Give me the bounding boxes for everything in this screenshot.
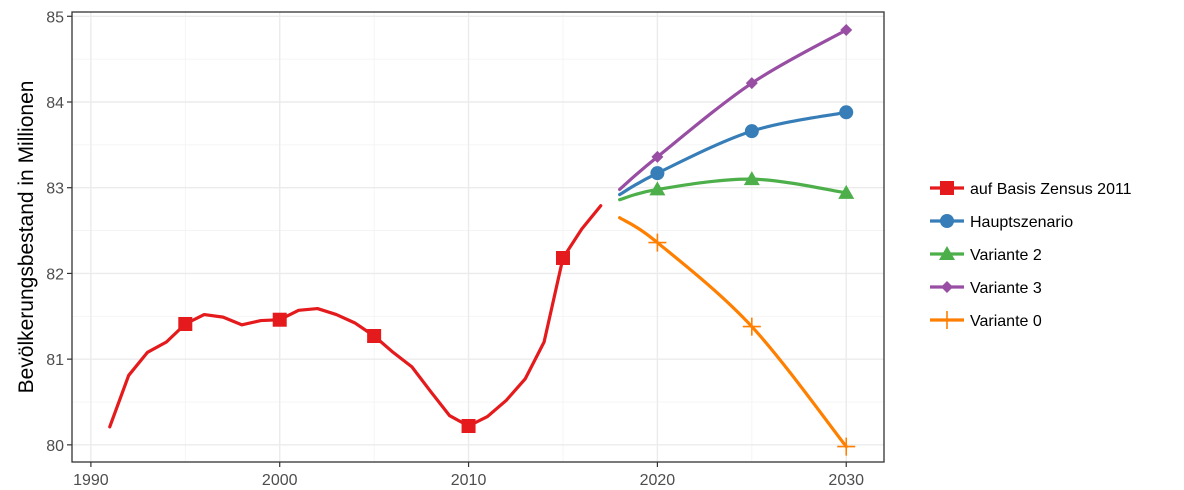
data-point-2 bbox=[743, 171, 760, 186]
series-line-1 bbox=[618, 110, 848, 197]
legend-key-marker bbox=[939, 246, 955, 260]
plot-border bbox=[71, 11, 885, 463]
y-tick-label: 81 bbox=[46, 352, 64, 369]
y-tick-label: 83 bbox=[46, 181, 64, 198]
legend-key-marker bbox=[940, 181, 954, 195]
data-point-3 bbox=[651, 150, 664, 163]
data-point-0 bbox=[178, 317, 193, 331]
legend-label: Variante 3 bbox=[970, 280, 1042, 297]
data-point-4 bbox=[742, 317, 761, 336]
legend: auf Basis Zensus 2011 Hauptszenario Varian… bbox=[930, 181, 1132, 330]
data-point-0 bbox=[272, 312, 287, 327]
legend-label: auf Basis Zensus 2011 bbox=[970, 181, 1132, 198]
data-point-1 bbox=[744, 124, 759, 139]
data-point-0 bbox=[461, 419, 476, 433]
y-tick-label: 82 bbox=[46, 266, 64, 283]
x-tick-label: 2020 bbox=[640, 472, 676, 489]
data-point-4 bbox=[837, 437, 856, 456]
data-point-0 bbox=[555, 251, 570, 265]
x-tick-label: 1990 bbox=[73, 472, 109, 489]
series-line-2 bbox=[618, 177, 848, 202]
data-point-1 bbox=[839, 105, 854, 120]
data-point-2 bbox=[649, 181, 666, 196]
x-tick-label: 2010 bbox=[451, 472, 487, 489]
series-markers bbox=[178, 24, 856, 456]
data-point-1 bbox=[650, 166, 665, 181]
data-point-2 bbox=[838, 184, 855, 199]
y-tick-label: 84 bbox=[46, 95, 64, 112]
y-tick-label: 80 bbox=[46, 438, 64, 455]
y-tick-label: 85 bbox=[46, 9, 64, 26]
x-tick-label: 2030 bbox=[828, 472, 864, 489]
data-point-3 bbox=[745, 77, 758, 90]
y-axis-title: Bevölkerungsbestand in Millionen bbox=[15, 81, 38, 394]
y-axis: 80 81 82 83 84 85 bbox=[46, 9, 72, 455]
series-line-4 bbox=[618, 216, 848, 449]
x-tick-label: 2000 bbox=[262, 472, 298, 489]
legend-key-marker bbox=[940, 214, 954, 228]
legend-label: Hauptszenario bbox=[970, 214, 1073, 231]
legend-label: Variante 2 bbox=[970, 247, 1042, 264]
plot-panel bbox=[72, 12, 884, 462]
data-point-4 bbox=[648, 233, 667, 252]
legend-label: Variante 0 bbox=[970, 313, 1042, 330]
legend-key-marker bbox=[941, 281, 953, 293]
x-axis: 1990 2000 2010 2020 2030 bbox=[73, 462, 864, 489]
legend-key-marker bbox=[938, 311, 956, 329]
data-point-3 bbox=[840, 24, 853, 36]
data-point-0 bbox=[367, 329, 382, 343]
series-line-3 bbox=[618, 28, 848, 192]
